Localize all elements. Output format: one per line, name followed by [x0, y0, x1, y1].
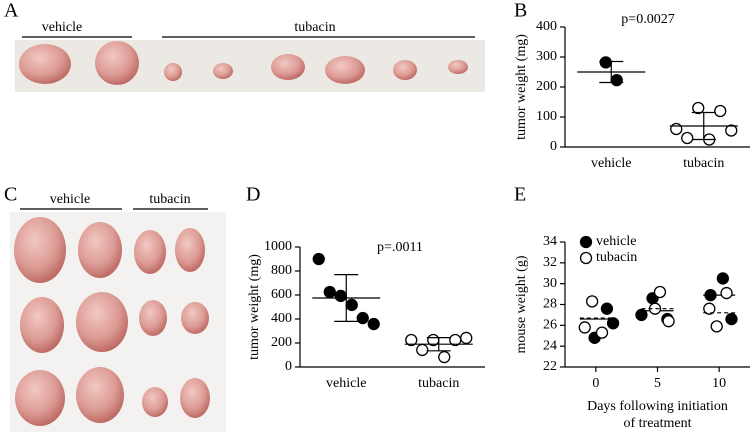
data-point	[720, 286, 733, 300]
data-point	[662, 315, 675, 328]
x-tick-label: 0	[592, 376, 599, 391]
panel-label: A	[4, 0, 19, 22]
y-tick-label: 600	[271, 287, 292, 302]
data-point	[714, 104, 727, 118]
x-tick-label: tubacin	[418, 376, 459, 391]
data-point	[703, 302, 716, 315]
panel-label: D	[246, 184, 260, 206]
data-point	[405, 333, 418, 347]
data-point	[416, 343, 429, 357]
photo-a	[15, 40, 485, 92]
data-point	[725, 124, 738, 137]
x-tick-label: tubacin	[683, 156, 724, 171]
x-tick-label: 5	[654, 376, 661, 391]
panel-label: E	[514, 184, 526, 206]
data-point	[716, 272, 730, 285]
data-point	[595, 326, 609, 339]
data-point	[635, 308, 648, 322]
group-label: vehicle	[50, 192, 90, 207]
data-point	[323, 285, 336, 299]
y-tick-label: 1000	[264, 239, 292, 254]
legend-marker	[579, 235, 593, 249]
x-axis-label: of treatment	[623, 416, 691, 431]
y-tick-label: 24	[543, 338, 557, 353]
photo-c	[10, 212, 226, 432]
y-tick-label: 32	[543, 255, 557, 270]
group-label: vehicle	[42, 20, 82, 35]
group-label: tubacin	[149, 192, 190, 207]
y-tick-label: 400	[271, 311, 292, 326]
x-tick-label: vehicle	[591, 156, 631, 171]
y-tick-label: 400	[536, 19, 557, 34]
y-tick-label: 26	[543, 318, 557, 333]
legend-marker	[579, 251, 593, 265]
y-tick-label: 22	[543, 359, 557, 374]
y-tick-label: 200	[536, 79, 557, 94]
y-axis-label: tumor weight (mg)	[247, 254, 262, 360]
x-axis-label: Days following initiation	[587, 399, 728, 414]
y-tick-label: 0	[285, 359, 292, 374]
y-axis-label: mouse weight (g)	[514, 255, 529, 353]
data-point	[438, 350, 451, 364]
y-tick-label: 0	[550, 139, 557, 154]
y-tick-label: 800	[271, 263, 292, 278]
annotation: p=0.0027	[621, 12, 674, 27]
data-point	[681, 131, 694, 145]
panel-label: B	[514, 0, 527, 22]
data-point	[606, 317, 620, 330]
group-label: tubacin	[294, 20, 335, 35]
x-tick-label: 10	[712, 376, 726, 391]
legend-label: tubacin	[596, 250, 637, 265]
data-point	[599, 56, 612, 69]
data-point	[600, 302, 614, 315]
y-tick-label: 300	[536, 49, 557, 64]
data-point	[610, 73, 623, 87]
y-tick-label: 100	[536, 109, 557, 124]
y-tick-label: 28	[543, 297, 557, 312]
data-point	[578, 321, 591, 334]
data-point	[725, 312, 738, 326]
y-tick-label: 34	[543, 234, 557, 249]
y-tick-label: 30	[543, 276, 557, 291]
data-point	[653, 285, 667, 299]
data-point	[312, 252, 325, 266]
x-tick-label: vehicle	[326, 376, 366, 391]
data-point	[460, 331, 473, 345]
y-tick-label: 200	[271, 335, 292, 350]
legend-label: vehicle	[596, 234, 636, 249]
annotation: p=.0011	[377, 240, 423, 255]
data-point	[670, 122, 683, 136]
panel-label: C	[4, 184, 17, 206]
data-point	[334, 289, 347, 303]
data-point	[367, 317, 380, 331]
data-point	[692, 101, 705, 115]
data-point	[710, 320, 723, 333]
data-point	[356, 311, 369, 325]
y-axis-label: tumor weight (mg)	[514, 34, 529, 140]
data-point	[345, 298, 358, 312]
data-point	[585, 295, 599, 308]
